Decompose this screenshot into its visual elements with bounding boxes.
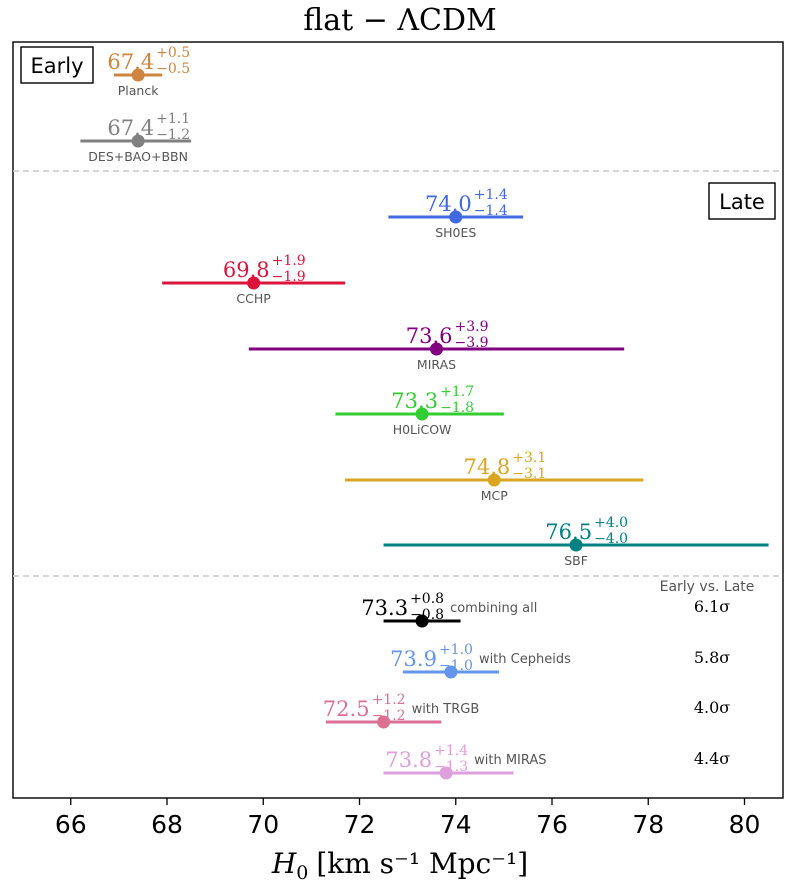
data-point [569,538,583,552]
x-axis-label-subscript: 0 [296,862,308,884]
x-tick-label: 76 [536,810,568,839]
plus-error-label: +1.2 [372,692,406,708]
x-tick-label: 66 [55,810,87,839]
minus-error-label: −1.2 [372,708,406,724]
plus-error-label: +4.0 [594,515,628,531]
data-point [444,665,458,679]
series-name-label: SBF [564,553,588,568]
series-name-label: combining all [450,601,537,616]
series-with-trgb: 72.5 +1.2−1.2 with TRGB 4.0σ [323,692,730,729]
plus-error-label: +0.5 [156,45,190,61]
series-name-label: DES+BAO+BBN [88,149,188,164]
value-label: 73.3 [361,596,408,620]
series-des-bao-bbn: 67.4 +1.1−1.2 DES+BAO+BBN [80,111,192,164]
minus-error-label: −1.8 [440,400,474,416]
plus-error-label: +1.4 [474,187,508,203]
x-tick-label: 70 [247,810,279,839]
data-point [449,210,463,224]
plus-error-label: +3.1 [512,450,546,466]
value-label: 67.4 [107,50,154,74]
series-h0licow: 73.3 +1.7−1.8 H0LiCOW [335,384,504,437]
data-point [247,276,261,290]
value-label: 69.8 [223,258,270,282]
series-planck: 67.4 +0.5−0.5 Planck [107,45,190,98]
value-label: 73.6 [406,324,453,348]
late-label: Late [719,190,765,214]
minus-error-label: −1.4 [474,203,508,219]
value-label: 76.5 [545,520,592,544]
plot-frame [12,41,784,799]
data-point [487,473,501,487]
x-axis-label-symbol: H [271,847,297,880]
minus-error-label: −0.5 [156,61,190,77]
data-point [131,68,145,82]
data-point [415,614,429,628]
plus-error-label: +0.8 [410,591,444,607]
plus-error-label: +1.0 [439,642,473,658]
series-miras: 73.6 +3.9−3.9 MIRAS [248,319,625,372]
value-label: 73.3 [391,389,438,413]
series-name-label: CCHP [236,291,271,306]
comparison-header: Early vs. Late [660,579,755,595]
x-tick-label: 78 [632,810,664,839]
data-point [377,715,391,729]
late-section-box: Late [708,182,776,220]
series-name-label: with Cepheids [479,652,571,667]
plus-error-label: +1.4 [434,743,468,759]
value-label: 74.8 [463,455,510,479]
series-with-cepheids: 73.9 +1.0−1.0 with Cepheids 5.8σ [390,642,730,679]
x-tick-label: 74 [440,810,472,839]
x-tick-label: 80 [729,810,761,839]
series-name-label: with TRGB [412,702,480,717]
series-sh0es: 74.0 +1.4−1.4 SH0ES [388,187,524,240]
value-label: 73.8 [385,748,432,772]
series-name-label: with MIRAS [474,753,546,768]
plus-error-label: +1.9 [272,253,306,269]
data-point [439,766,453,780]
minus-error-label: −0.8 [410,607,444,623]
x-tick-label: 68 [151,810,183,839]
series-name-label: MCP [481,488,509,503]
x-axis-label: H0 [km s⁻¹ Mpc⁻¹] [271,847,528,884]
plus-error-label: +3.9 [455,319,489,335]
minus-error-label: −1.2 [156,127,190,143]
minus-error-label: −1.9 [272,269,306,285]
early-section-box: Early [20,46,94,84]
early-label: Early [30,54,83,78]
plus-error-label: +1.7 [440,384,474,400]
value-label: 73.9 [390,647,437,671]
series-with-miras: 73.8 +1.4−1.3 with MIRAS 4.4σ [383,743,730,780]
data-point [430,342,443,356]
tension-label: 5.8σ [694,648,730,667]
series-name-label: Planck [118,83,159,98]
value-label: 72.5 [323,697,370,721]
minus-error-label: −3.9 [455,335,489,351]
series-name-label: SH0ES [435,225,476,240]
x-tick-label: 72 [344,810,376,839]
minus-error-label: −1.0 [439,658,473,674]
value-label: 67.4 [107,116,154,140]
tension-label: 4.4σ [694,749,730,768]
series-combining-all: 73.3 +0.8−0.8 combining all 6.1σ [361,591,730,628]
data-point [131,134,145,148]
minus-error-label: −1.3 [434,759,468,775]
plus-error-label: +1.1 [156,111,190,127]
x-axis-label-units: [km s⁻¹ Mpc⁻¹] [316,847,528,880]
tension-label: 6.1σ [694,597,730,616]
value-label: 74.0 [425,192,472,216]
chart-title: flat − ΛCDM [303,3,497,38]
minus-error-label: −4.0 [594,531,628,547]
x-axis: 66 68 70 72 74 76 78 80 [55,798,761,839]
series-name-label: H0LiCOW [393,422,452,437]
series-name-label: MIRAS [417,357,456,372]
series-sbf: 76.5 +4.0−4.0 SBF [383,515,769,568]
tension-label: 4.0σ [694,698,730,717]
data-point [415,407,429,421]
minus-error-label: −3.1 [512,466,546,482]
